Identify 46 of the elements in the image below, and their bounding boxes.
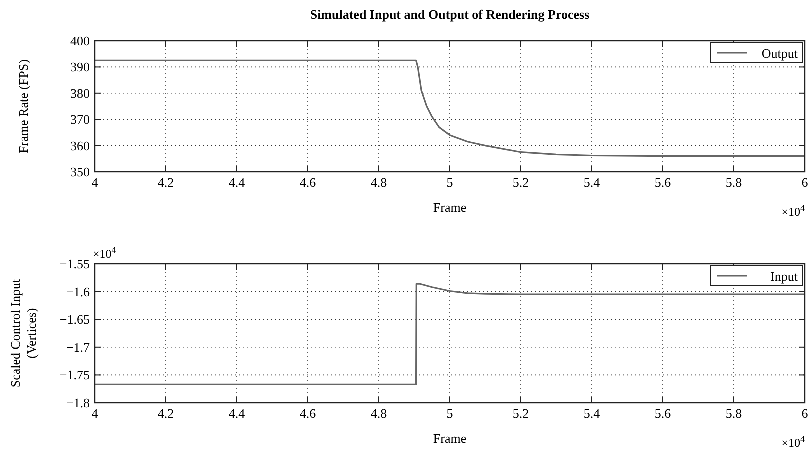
x-tick-label: 6 bbox=[802, 175, 809, 190]
y-tick-label: 380 bbox=[70, 86, 90, 101]
x-tick-label: 6 bbox=[802, 406, 809, 421]
x-tick-label: 5.4 bbox=[584, 175, 601, 190]
x-tick-label: 5.2 bbox=[512, 175, 530, 190]
x-tick-label: 4.2 bbox=[158, 406, 174, 421]
y-tick-label: −1.6 bbox=[66, 284, 90, 300]
y-tick-label: −1.75 bbox=[60, 368, 90, 383]
y-tick-label: −1.7 bbox=[66, 340, 90, 355]
x-axis-title: Frame bbox=[433, 431, 467, 446]
legend-label: Input bbox=[770, 269, 798, 284]
line-series bbox=[94, 283, 806, 386]
y-tick-label: 370 bbox=[70, 112, 90, 128]
x-tick-label: 4.2 bbox=[158, 175, 174, 190]
x-axis-title: Frame bbox=[433, 200, 467, 215]
text: ×10$^{4}$ bbox=[782, 203, 806, 219]
y-tick-label: 360 bbox=[70, 138, 90, 154]
x-tick-label: 5.8 bbox=[726, 175, 742, 190]
y-tick-label: 350 bbox=[70, 164, 90, 180]
x-tick-label: 4.6 bbox=[300, 406, 317, 421]
x-tick-label: 5.6 bbox=[654, 406, 672, 421]
x-tick-label: 5 bbox=[446, 175, 454, 190]
legend-label: Output bbox=[762, 46, 798, 61]
x-tick-label: 4.8 bbox=[370, 175, 388, 190]
text: ×10$^{4}$ bbox=[93, 245, 117, 261]
y-tick-label: −1.8 bbox=[66, 396, 90, 410]
y-tick-label: −1.55 bbox=[60, 256, 90, 272]
x-tick-label: 4.4 bbox=[228, 175, 246, 190]
x-tick-label: 4.6 bbox=[300, 175, 317, 190]
y-tick-label: 390 bbox=[70, 60, 90, 75]
y-tick-label: 400 bbox=[70, 34, 90, 48]
y-axis-title: Frame Rate (FPS) bbox=[16, 60, 31, 154]
y-tick-label: −1.65 bbox=[60, 312, 90, 328]
text: ×10$^{4}$ bbox=[782, 434, 806, 450]
x-tick-label: 5.4 bbox=[584, 406, 601, 421]
x-tick-label: 5 bbox=[446, 406, 454, 421]
chart-title: Simulated Input and Output of Rendering Process bbox=[310, 7, 590, 22]
x-tick-label: 4 bbox=[92, 175, 99, 190]
x-tick-label: 5.6 bbox=[654, 175, 672, 190]
y-axis-title: Scaled Control Input (Vertices) bbox=[8, 278, 39, 388]
x-tick-label: 5.2 bbox=[512, 406, 530, 421]
x-tick-label: 4 bbox=[92, 406, 99, 421]
x-tick-label: 4.4 bbox=[228, 406, 246, 421]
x-tick-label: 5.8 bbox=[726, 406, 742, 421]
line-series bbox=[94, 60, 806, 158]
x-tick-label: 4.8 bbox=[370, 406, 388, 421]
